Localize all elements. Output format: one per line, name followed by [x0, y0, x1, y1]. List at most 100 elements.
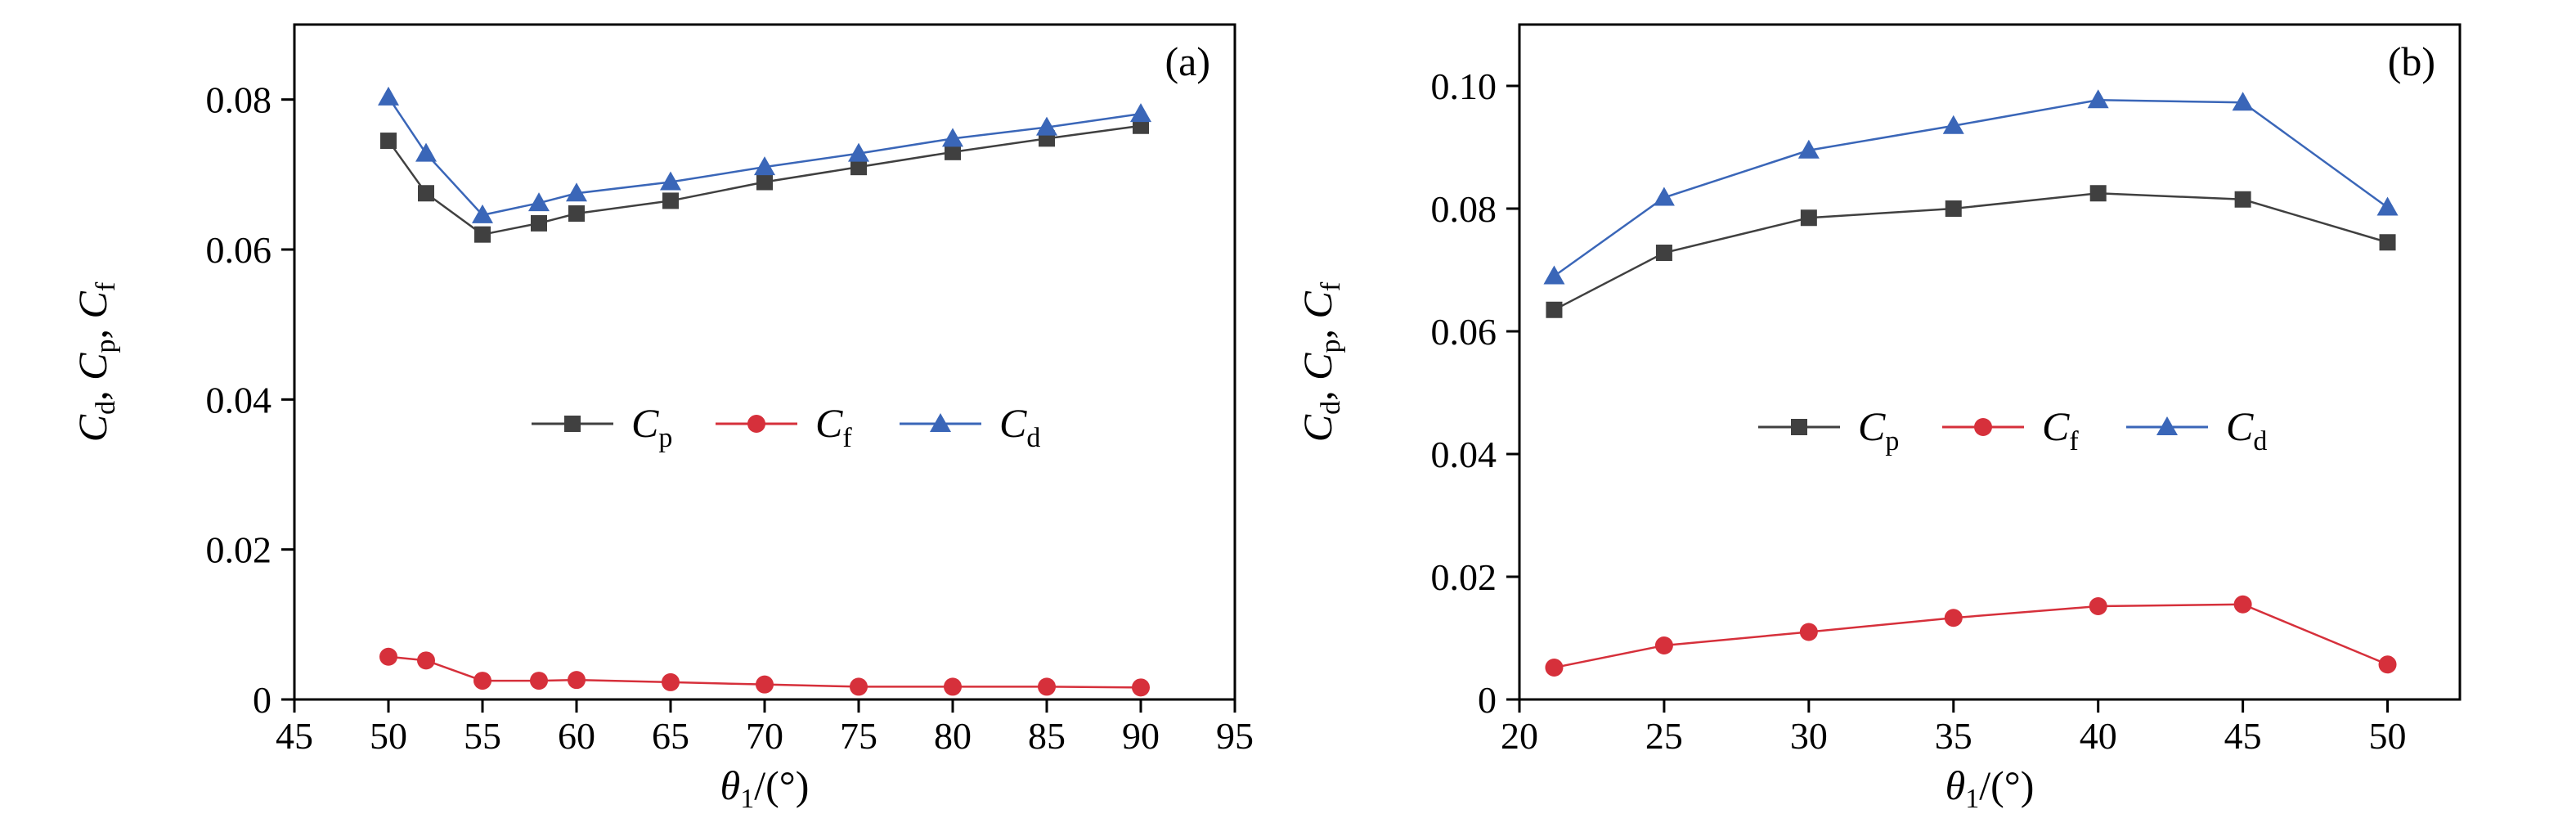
- x-tick-label: 90: [1122, 715, 1160, 757]
- y-axis-label-part: C: [1295, 290, 1340, 318]
- y-axis-label-part: C: [1295, 353, 1340, 380]
- y-tick-label: 0: [1478, 679, 1497, 721]
- data-point-cd: [754, 156, 775, 176]
- data-point-cd: [2376, 196, 2399, 216]
- x-tick-label: 50: [370, 715, 407, 757]
- legend-subscript: p: [658, 423, 672, 453]
- legend-subscript: d: [2253, 426, 2267, 456]
- y-axis-label-part: p: [1316, 339, 1346, 353]
- legend-symbol: C: [815, 400, 843, 446]
- data-point-cd: [566, 182, 587, 202]
- y-axis-label-part: d: [91, 401, 121, 415]
- legend-symbol: C: [631, 400, 659, 446]
- legend-marker-cp: [1791, 419, 1807, 435]
- y-tick-label: 0.02: [206, 529, 272, 571]
- data-point-cf: [944, 677, 962, 696]
- legend-marker-cd: [930, 413, 951, 432]
- x-tick-label: 45: [2224, 715, 2262, 757]
- x-tick-label: 45: [276, 715, 313, 757]
- legend-marker-cd: [2156, 416, 2178, 435]
- panel-label: (b): [2388, 38, 2435, 84]
- y-tick-label: 0.08: [1431, 188, 1497, 230]
- panel-b: 20 25 30 35 40 45 50 0 0.02 0.04 0.06 0.08 0.10 θ1/(°…: [1295, 23, 2462, 814]
- data-point-cd: [1543, 265, 1565, 285]
- data-point-cd: [472, 204, 493, 223]
- y-axis-label-part: f: [1316, 281, 1346, 291]
- data-point-cp: [945, 143, 961, 160]
- legend-label-cf: Cf: [815, 400, 852, 453]
- x-tick-label: 60: [558, 715, 595, 757]
- x-axis-label: θ1/(°): [720, 762, 810, 814]
- legend-marker-cf: [747, 415, 765, 433]
- x-axis-symbol: θ: [720, 762, 741, 808]
- x-tick-label: 35: [1935, 715, 1972, 757]
- legend-marker-cp: [564, 416, 581, 432]
- legend-symbol: C: [2042, 403, 2070, 449]
- data-point-cp: [850, 159, 867, 176]
- panel-a: 45 50 55 60 65 70 75 80 85 90 95 0 0.02 0.04 0.06 0.08 θ…: [70, 23, 1254, 814]
- data-point-cp: [2089, 185, 2107, 202]
- data-point-cd: [1036, 116, 1057, 136]
- y-axis-label-part: C: [70, 290, 115, 318]
- data-point-cd: [378, 86, 399, 106]
- data-point-cd: [2232, 92, 2254, 111]
- plot-frame: [293, 23, 1236, 701]
- y-axis-label-part: d: [1316, 401, 1346, 415]
- x-tick-label: 75: [840, 715, 877, 757]
- y-tick-label: 0.04: [1431, 434, 1497, 475]
- y-tick-label: 0.06: [1431, 311, 1497, 353]
- x-tick-label: 55: [464, 715, 501, 757]
- data-point-cf: [1132, 678, 1150, 697]
- data-point-cf: [756, 675, 774, 694]
- x-tick-label: 65: [652, 715, 689, 757]
- data-point-cf: [379, 647, 397, 666]
- data-point-cd: [660, 171, 681, 191]
- plot-frame: [1518, 23, 2462, 701]
- legend-subscript: d: [1026, 423, 1040, 453]
- legend-label-cd: Cd: [999, 400, 1040, 453]
- data-point-cp: [531, 214, 547, 232]
- data-point-cd: [1130, 103, 1151, 123]
- y-axis-label-part: ,: [1295, 380, 1340, 401]
- x-tick-label: 20: [1501, 715, 1538, 757]
- y-axis-label-part: p: [91, 339, 121, 353]
- y-tick-label: 0.04: [206, 379, 272, 420]
- data-point-cp: [662, 192, 679, 209]
- data-point-cd: [848, 142, 869, 162]
- y-axis-label-part: ,: [1295, 318, 1340, 339]
- x-axis-subscript: 1: [1965, 784, 1979, 814]
- data-point-cf: [662, 672, 680, 691]
- data-point-cd: [2087, 89, 2109, 109]
- data-point-cf: [1654, 636, 1673, 654]
- data-point-cp: [1945, 200, 1962, 217]
- series-line-cf: [1554, 603, 2389, 669]
- x-tick-label: 40: [2080, 715, 2117, 757]
- y-tick-label: 0.10: [1431, 65, 1497, 107]
- legend-label-cf: Cf: [2042, 403, 2079, 456]
- series-line-cd: [387, 97, 1142, 217]
- x-axis-unit: /(°): [754, 762, 809, 808]
- y-tick-label: 0.02: [1431, 556, 1497, 598]
- data-point-cf: [417, 651, 435, 670]
- legend-symbol: C: [1858, 403, 1886, 449]
- data-point-cf: [473, 672, 491, 690]
- data-point-cf: [2233, 595, 2252, 614]
- data-point-cp: [418, 185, 434, 202]
- x-tick-label: 95: [1216, 715, 1254, 757]
- y-axis-label-part: ,: [70, 318, 115, 339]
- data-point-cf: [2378, 655, 2397, 674]
- data-point-cp: [2379, 234, 2396, 251]
- data-point-cf: [2089, 597, 2107, 615]
- legend: Cp Cf Cd: [1758, 403, 2267, 456]
- y-axis-label-part: f: [91, 281, 121, 291]
- legend-marker-cf: [1974, 418, 1992, 436]
- legend-label-cd: Cd: [2226, 403, 2267, 456]
- x-tick-label: 85: [1028, 715, 1066, 757]
- x-axis-label: θ1/(°): [1945, 762, 2035, 814]
- data-point-cd: [1797, 139, 1820, 159]
- x-axis-symbol: θ: [1945, 762, 1966, 808]
- data-point-cd: [415, 142, 437, 162]
- legend-label-cp: Cp: [631, 400, 672, 453]
- y-axis-label-part: C: [70, 353, 115, 380]
